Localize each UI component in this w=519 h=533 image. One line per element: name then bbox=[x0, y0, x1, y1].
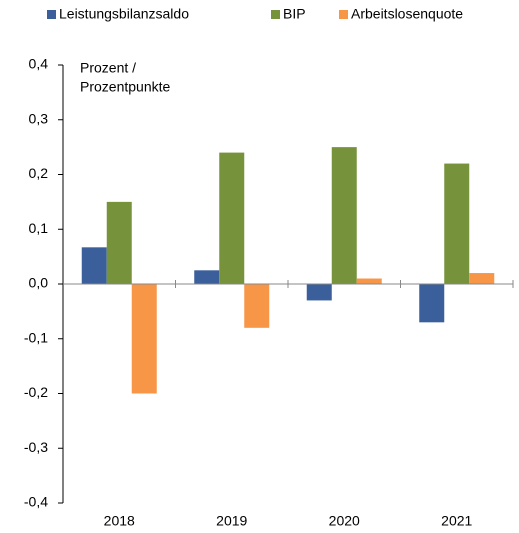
bar bbox=[244, 284, 270, 328]
bar bbox=[469, 273, 495, 284]
bar bbox=[219, 152, 245, 284]
x-tick-label: 2019 bbox=[216, 513, 247, 529]
y-axis-label: Prozent / bbox=[80, 60, 136, 76]
y-tick-label: 0,1 bbox=[29, 220, 49, 236]
bar bbox=[306, 284, 332, 301]
bar bbox=[331, 147, 357, 284]
y-tick-label: -0,1 bbox=[24, 329, 48, 345]
legend-label: Arbeitslosenquote bbox=[351, 6, 463, 22]
legend-swatch bbox=[271, 10, 280, 19]
legend-label: Leistungsbilanzsaldo bbox=[59, 6, 189, 22]
x-tick-label: 2021 bbox=[441, 513, 472, 529]
x-tick-label: 2018 bbox=[104, 513, 135, 529]
y-tick-label: 0,3 bbox=[29, 110, 49, 126]
bar bbox=[419, 284, 445, 323]
bar bbox=[131, 284, 157, 394]
bar bbox=[356, 278, 382, 284]
y-tick-label: -0,3 bbox=[24, 439, 48, 455]
legend-label: BIP bbox=[283, 6, 306, 22]
bar bbox=[106, 201, 132, 284]
y-tick-label: -0,4 bbox=[24, 494, 48, 510]
y-tick-label: 0,0 bbox=[29, 275, 49, 291]
legend-swatch bbox=[47, 10, 56, 19]
y-axis-label: Prozentpunkte bbox=[80, 79, 170, 95]
y-tick-label: -0,2 bbox=[24, 384, 48, 400]
y-tick-label: 0,2 bbox=[29, 165, 49, 181]
bar bbox=[444, 163, 470, 284]
x-tick-label: 2020 bbox=[329, 513, 360, 529]
y-tick-label: 0,4 bbox=[29, 56, 49, 72]
bar bbox=[81, 247, 107, 284]
bar bbox=[194, 270, 220, 284]
legend-swatch bbox=[339, 10, 348, 19]
